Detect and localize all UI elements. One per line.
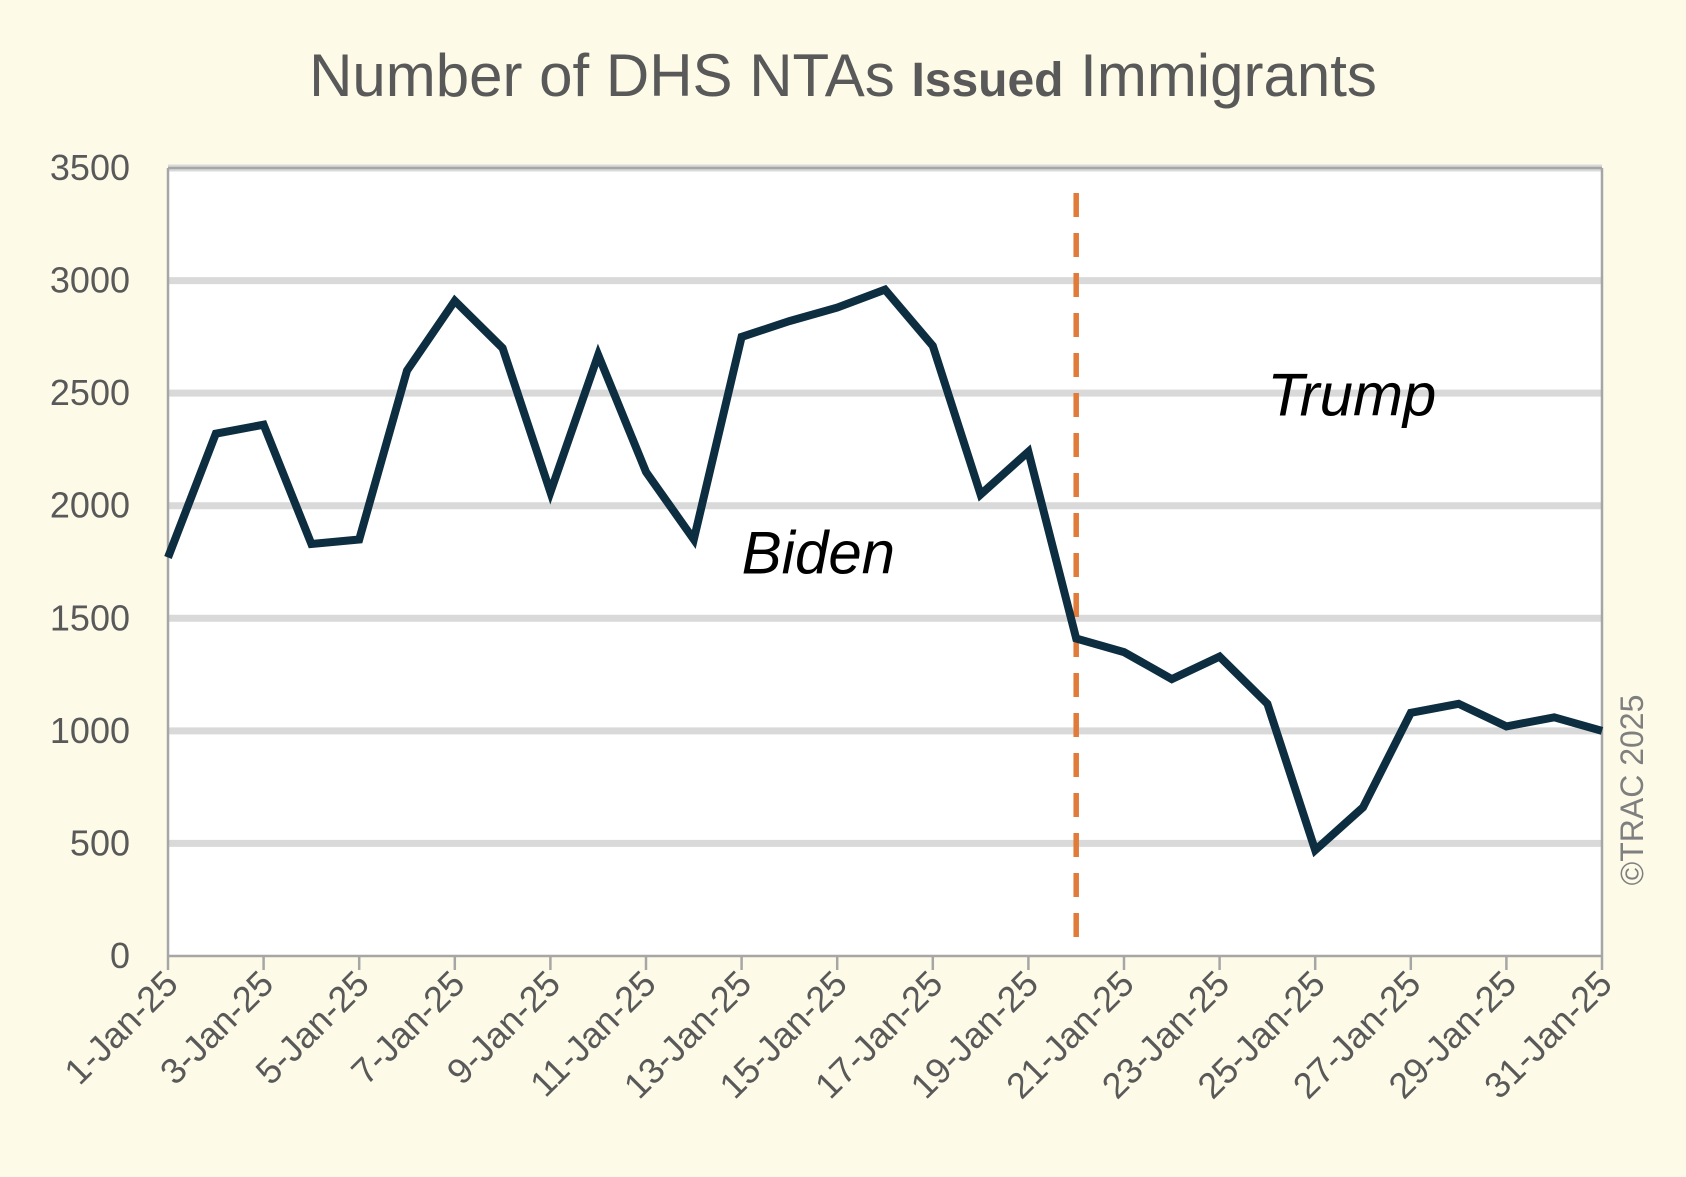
credit-label: ©TRAC 2025: [1614, 695, 1650, 886]
x-tick-labels: 1-Jan-253-Jan-255-Jan-257-Jan-259-Jan-25…: [56, 963, 1619, 1107]
series: [164, 284, 1604, 858]
annotation-biden: Biden: [742, 519, 895, 586]
chart-title: Number of DHS NTAs Issued Immigrants: [309, 42, 1377, 109]
title-part2: Immigrants: [1064, 42, 1377, 109]
y-tick-label-3000: 3000: [50, 260, 130, 301]
y-tick-label-3500: 3500: [50, 147, 130, 188]
title-part1: Number of DHS NTAs: [309, 42, 911, 109]
y-tick-label-1500: 1500: [50, 597, 130, 638]
y-tick-label-1000: 1000: [50, 710, 130, 751]
y-tick-label-2500: 2500: [50, 372, 130, 413]
annotations: Biden Trump: [742, 362, 1437, 587]
series-line-0: [164, 284, 1604, 858]
y-tick-label-2000: 2000: [50, 485, 130, 526]
plot-area: [168, 168, 1602, 956]
y-tick-label-0: 0: [110, 935, 130, 976]
y-tick-label-500: 500: [70, 822, 130, 863]
y-tick-labels: 0 500 1000 1500 2000 2500 3000 3500: [50, 147, 130, 976]
axes: [166, 166, 1604, 970]
annotation-trump: Trump: [1267, 362, 1436, 429]
title-bold: Issued: [911, 54, 1063, 107]
